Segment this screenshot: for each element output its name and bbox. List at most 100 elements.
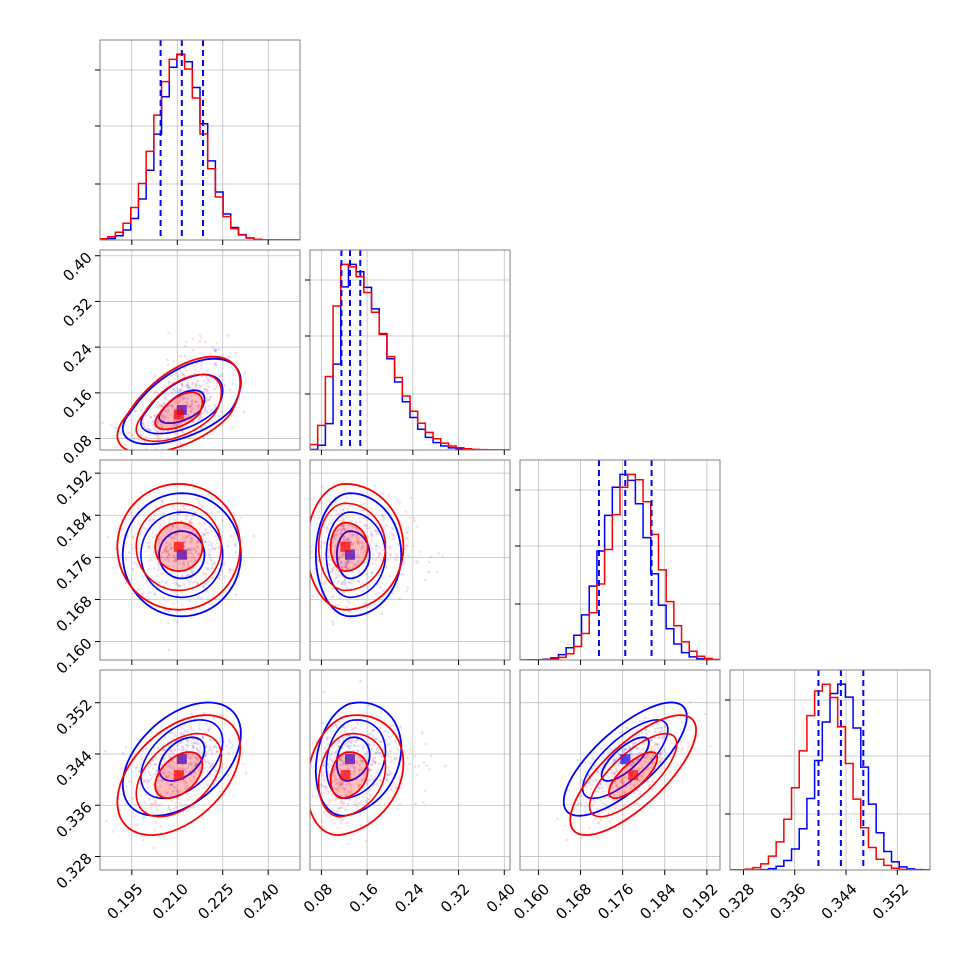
- scatter-point: [168, 787, 171, 790]
- scatter-point: [172, 388, 176, 392]
- scatter-point: [165, 774, 168, 778]
- scatter-point: [351, 543, 355, 547]
- scatter-point: [339, 819, 342, 822]
- scatter-point: [231, 568, 235, 571]
- scatter-point: [151, 427, 154, 431]
- contour-blue: [121, 492, 242, 618]
- scatter-point: [328, 570, 332, 574]
- scatter-point: [362, 502, 366, 505]
- scatter-point: [624, 776, 628, 779]
- scatter-point: [647, 756, 650, 759]
- scatter-point: [162, 415, 165, 418]
- scatter-point: [345, 558, 348, 561]
- scatter-point: [358, 769, 361, 772]
- scatter-point: [166, 556, 169, 559]
- scatter-point: [173, 518, 177, 522]
- scatter-point: [213, 561, 217, 565]
- scatter-point: [160, 414, 164, 418]
- scatter-point: [607, 784, 610, 787]
- scatter-point: [378, 553, 381, 557]
- scatter-point: [195, 388, 199, 392]
- scatter-point: [359, 767, 363, 770]
- scatter-point: [205, 411, 209, 414]
- scatter-point: [602, 790, 605, 794]
- scatter-point: [325, 527, 329, 531]
- scatter-point: [170, 555, 173, 559]
- scatter-point: [403, 562, 406, 566]
- scatter-point: [368, 550, 372, 553]
- panel-frame: [519, 669, 721, 871]
- scatter-point: [340, 511, 344, 515]
- scatter-point: [642, 771, 645, 774]
- scatter-point: [640, 759, 643, 763]
- scatter-point: [376, 533, 380, 536]
- scatter-point: [181, 763, 184, 767]
- scatter-point: [129, 512, 133, 515]
- scatter-point: [159, 824, 162, 828]
- scatter-point: [130, 797, 134, 800]
- scatter-point: [163, 547, 166, 551]
- scatter-point: [143, 779, 147, 783]
- scatter-point: [190, 547, 193, 551]
- panel-frame: [729, 669, 931, 871]
- scatter-point: [200, 427, 204, 431]
- scatter-point: [631, 756, 635, 759]
- scatter-point: [640, 732, 644, 735]
- scatter-point: [167, 764, 171, 767]
- scatter-point: [337, 745, 340, 749]
- scatter-point: [149, 762, 152, 766]
- contour-blue: [121, 701, 242, 817]
- scatter-point: [181, 504, 185, 508]
- scatter-point: [356, 722, 360, 725]
- scatter-point: [326, 551, 329, 554]
- scatter-point: [170, 425, 174, 429]
- scatter-point: [612, 772, 616, 776]
- scatter-point: [176, 762, 179, 765]
- scatter-point: [651, 761, 654, 765]
- scatter-point: [126, 535, 129, 538]
- scatter-point: [167, 783, 171, 787]
- scatter-point: [125, 443, 128, 447]
- scatter-point: [181, 726, 184, 730]
- scatter-point: [342, 524, 345, 527]
- contour-red: [317, 732, 387, 818]
- scatter-point: [337, 563, 340, 566]
- scatter-point: [645, 732, 648, 736]
- scatter-point: [399, 803, 402, 806]
- scatter-point: [226, 334, 230, 337]
- scatter-point: [324, 557, 327, 561]
- scatter-point: [191, 382, 195, 385]
- scatter-point: [674, 762, 678, 766]
- y-tick-label: 0.160: [53, 635, 96, 678]
- scatter-point: [343, 489, 346, 492]
- scatter-point: [172, 808, 176, 811]
- scatter-point: [196, 582, 200, 586]
- scatter-point: [336, 528, 340, 532]
- scatter-point: [188, 521, 192, 524]
- scatter-point: [323, 541, 327, 544]
- scatter-point: [190, 559, 193, 563]
- scatter-point: [342, 517, 345, 521]
- scatter-point: [178, 388, 182, 392]
- scatter-point: [197, 521, 201, 525]
- scatter-point: [657, 742, 660, 746]
- scatter-point: [323, 788, 327, 791]
- scatter-point: [201, 505, 204, 508]
- scatter-point: [180, 382, 184, 386]
- scatter-point: [234, 544, 237, 547]
- scatter-point: [396, 555, 399, 558]
- scatter-point: [329, 558, 333, 561]
- scatter-point: [329, 563, 332, 567]
- scatter-point: [661, 729, 664, 733]
- scatter-point: [172, 535, 176, 539]
- scatter-point: [621, 730, 625, 734]
- scatter-point: [124, 434, 128, 437]
- scatter-point: [348, 762, 351, 765]
- scatter-point: [210, 408, 213, 412]
- scatter-point: [103, 750, 107, 753]
- scatter-point: [427, 570, 430, 574]
- scatter-point: [223, 575, 227, 578]
- scatter-point: [399, 725, 402, 729]
- scatter-point: [624, 757, 628, 761]
- scatter-point: [334, 723, 338, 727]
